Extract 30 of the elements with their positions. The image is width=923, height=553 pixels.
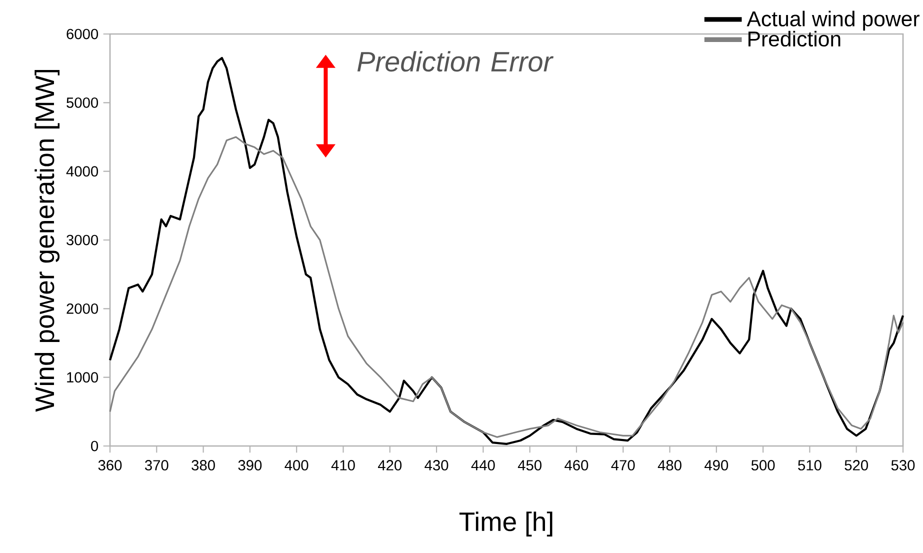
x-tick-label: 500: [751, 460, 775, 470]
x-tick-label: 380: [192, 460, 215, 470]
x-tick-label: 460: [564, 460, 588, 470]
x-tick-label: 520: [844, 460, 868, 470]
x-tick-label: 510: [798, 460, 822, 470]
y-tick-label: 5000: [66, 97, 98, 108]
y-tick-label: 2000: [66, 303, 98, 314]
y-tick-label: 3000: [66, 234, 98, 246]
y-tick-label: 0: [91, 440, 98, 452]
y-axis-title: Wind power generation [MW]: [34, 70, 60, 412]
legend-label: Actual wind power: [746, 10, 920, 31]
x-tick-label: 410: [331, 460, 355, 470]
y-tick-label: 1000: [67, 372, 98, 383]
x-tick-label: 490: [704, 460, 728, 470]
legend-label: Prediction: [748, 30, 840, 47]
x-tick-label: 400: [284, 460, 308, 470]
x-tick-label: 370: [144, 460, 168, 470]
x-tick-label: 440: [471, 460, 495, 470]
x-tick-label: 470: [611, 460, 635, 470]
x-tick-label: 390: [238, 460, 262, 470]
x-tick-label: 420: [378, 460, 402, 470]
y-tick-label: 6000: [66, 28, 98, 40]
annotation: Prediction Error: [357, 51, 554, 72]
x-tick-label: 430: [424, 460, 448, 470]
x-tick-label: 360: [98, 460, 122, 470]
x-tick-label: 480: [658, 460, 682, 470]
x-tick-label: 530: [891, 460, 915, 470]
x-axis-title: Time [h]: [459, 512, 552, 536]
x-tick-label: 450: [518, 460, 542, 470]
y-tick-label: 4000: [66, 166, 98, 177]
